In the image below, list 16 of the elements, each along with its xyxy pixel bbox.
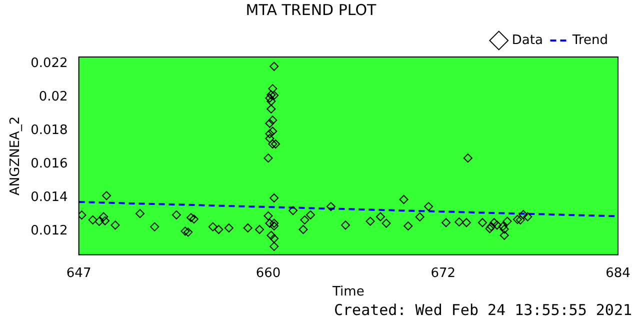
y-tick-label: 0.014 xyxy=(30,190,68,206)
x-tick-label: 647 xyxy=(66,266,92,281)
y-axis-title: ANGZNEA_2 xyxy=(8,116,24,196)
legend-label: Data xyxy=(512,32,543,48)
legend-label: Trend xyxy=(571,32,608,48)
x-axis-title: Time xyxy=(331,284,364,300)
x-tick-label: 660 xyxy=(256,266,281,281)
text: Created: Wed Feb 24 13:55:55 2021 xyxy=(334,301,632,319)
y-tick-label: 0.012 xyxy=(30,224,68,239)
y-tick-label: 0.016 xyxy=(30,156,68,172)
y-tick-label: 0.02 xyxy=(38,90,68,105)
y-tick-label: 0.022 xyxy=(30,56,68,72)
x-tick-label: 684 xyxy=(606,266,630,281)
y-tick-label: 0.018 xyxy=(30,123,68,138)
x-tick-label: 672 xyxy=(430,266,456,281)
chart-title: MTA TREND PLOT xyxy=(246,0,378,19)
